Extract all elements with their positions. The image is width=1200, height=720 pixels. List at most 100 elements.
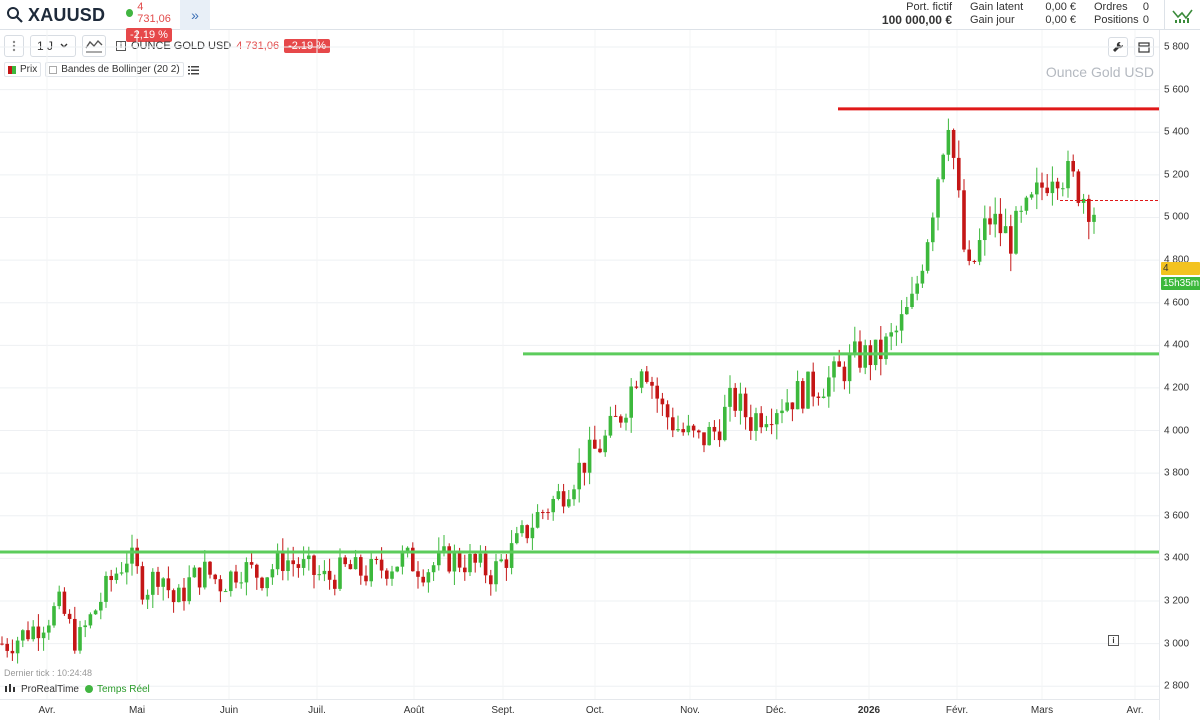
candle-body — [31, 626, 35, 640]
candle-body — [801, 381, 805, 409]
realtime-dot-icon — [84, 685, 93, 693]
candle-body — [83, 625, 87, 628]
y-tick-label: 5 400 — [1164, 126, 1190, 138]
candle-body — [582, 462, 587, 473]
indicator-icon — [85, 39, 103, 53]
candles-logo-icon — [5, 684, 15, 692]
x-axis[interactable]: Avr. Mai Juin Juil. Août Sept. Oct. Nov. Déc. 202… — [0, 699, 1160, 720]
candle-body — [827, 377, 831, 397]
period-select[interactable]: 1 J — [30, 35, 76, 57]
candle-body — [281, 550, 285, 572]
candle-body — [135, 547, 139, 567]
candle-body — [447, 546, 451, 572]
chart-watermark: Ounce Gold USD — [1045, 64, 1154, 80]
y-tick-label: 4 200 — [1164, 382, 1190, 394]
candle-body — [249, 562, 254, 565]
candle-body — [665, 404, 670, 418]
expand-button[interactable]: » — [180, 0, 210, 30]
drag-handle[interactable] — [4, 35, 24, 57]
portfolio-value: 100 000,00 € — [881, 13, 952, 27]
chart-mode-button[interactable] — [1164, 0, 1200, 30]
candle-body — [572, 489, 576, 500]
gain-values: 0,00 € 0,00 € — [1036, 1, 1076, 27]
candle-body — [639, 371, 644, 388]
candle-body — [785, 402, 789, 411]
candle-body — [1061, 188, 1065, 190]
candle-body — [348, 564, 353, 570]
candle-body — [145, 594, 150, 600]
portfolio-label: Port. fictif — [906, 1, 952, 13]
legend-bollinger-label: Bandes de Bollinger (20 2) — [61, 64, 180, 75]
x-tick-label: Mars — [1030, 705, 1054, 716]
candle-body — [530, 527, 535, 539]
candle-body — [10, 650, 15, 654]
candle-body — [832, 361, 836, 378]
candle-body — [1024, 197, 1029, 211]
candle-body — [738, 393, 743, 411]
candle-body — [754, 413, 758, 431]
y-tick-label: 3 600 — [1164, 510, 1190, 522]
candle-body — [203, 561, 207, 588]
candle-body — [733, 387, 737, 411]
candle-body — [598, 448, 602, 453]
candle-body — [650, 381, 654, 386]
candle-body — [931, 217, 935, 243]
gain-jour-label: Gain jour — [970, 14, 1015, 26]
candle-body — [1087, 198, 1091, 222]
candle-timer-tag: 15h35m — [1161, 277, 1200, 290]
candle-body — [1009, 226, 1013, 254]
candle-body — [655, 385, 659, 399]
brand-name: ProRealTime — [21, 683, 79, 695]
y-tick-label: 4 400 — [1164, 339, 1190, 351]
candle-body — [795, 381, 800, 410]
price-chart[interactable] — [0, 30, 1160, 699]
candle-body — [234, 571, 238, 583]
candle-body — [821, 396, 826, 398]
x-tick-label: Juin — [219, 705, 239, 716]
candle-body — [1092, 214, 1096, 222]
candle-body — [307, 555, 311, 560]
symbol-search[interactable]: XAUUSD — [6, 4, 105, 26]
candle-body — [577, 462, 581, 490]
portfolio-block[interactable]: Port. fictif 100 000,00 € — [870, 1, 952, 28]
candle-body — [681, 429, 685, 433]
candle-body — [452, 552, 457, 572]
chart-toolbar: 1 J i OUNCE GOLD USD 4 731,06 -2.19 % — [0, 34, 330, 58]
candle-body — [411, 547, 415, 572]
candle-body — [156, 571, 160, 587]
positions-label: Positions — [1094, 14, 1139, 26]
candle-body — [223, 591, 228, 593]
candle-body — [941, 154, 945, 180]
orders-labels[interactable]: Ordres Positions — [1094, 1, 1144, 27]
candle-body — [468, 553, 472, 573]
candle-body — [1029, 194, 1034, 198]
y-tick-label: 5 800 — [1164, 41, 1190, 53]
legend-price[interactable]: Prix — [4, 62, 42, 77]
candle-body — [21, 630, 25, 641]
orders-label: Ordres — [1094, 1, 1128, 13]
candle-body — [161, 578, 165, 587]
candle-body — [806, 371, 810, 409]
indicator-button[interactable] — [82, 35, 106, 57]
candle-body — [520, 525, 524, 534]
realtime-label: Temps Réel — [96, 683, 150, 695]
chart-wave-icon — [1171, 9, 1193, 23]
candle-body — [587, 439, 592, 473]
candle-body — [52, 606, 56, 626]
candle-body — [1003, 226, 1008, 234]
info-icon[interactable]: i — [116, 41, 126, 51]
legend-bollinger[interactable]: Bandes de Bollinger (20 2) — [45, 62, 184, 77]
candle-body — [946, 129, 951, 155]
candle-body — [374, 558, 379, 560]
candle-body — [879, 339, 883, 360]
candle-body — [405, 547, 410, 552]
candle-body — [343, 557, 347, 565]
list-icon[interactable] — [187, 65, 200, 75]
candle-body — [1076, 171, 1081, 203]
candle-body — [660, 398, 665, 405]
candle-body — [613, 415, 618, 417]
candle-body — [359, 557, 363, 576]
candle-body — [379, 559, 384, 571]
candle-body — [494, 561, 498, 585]
info-icon[interactable]: i — [1108, 635, 1119, 646]
